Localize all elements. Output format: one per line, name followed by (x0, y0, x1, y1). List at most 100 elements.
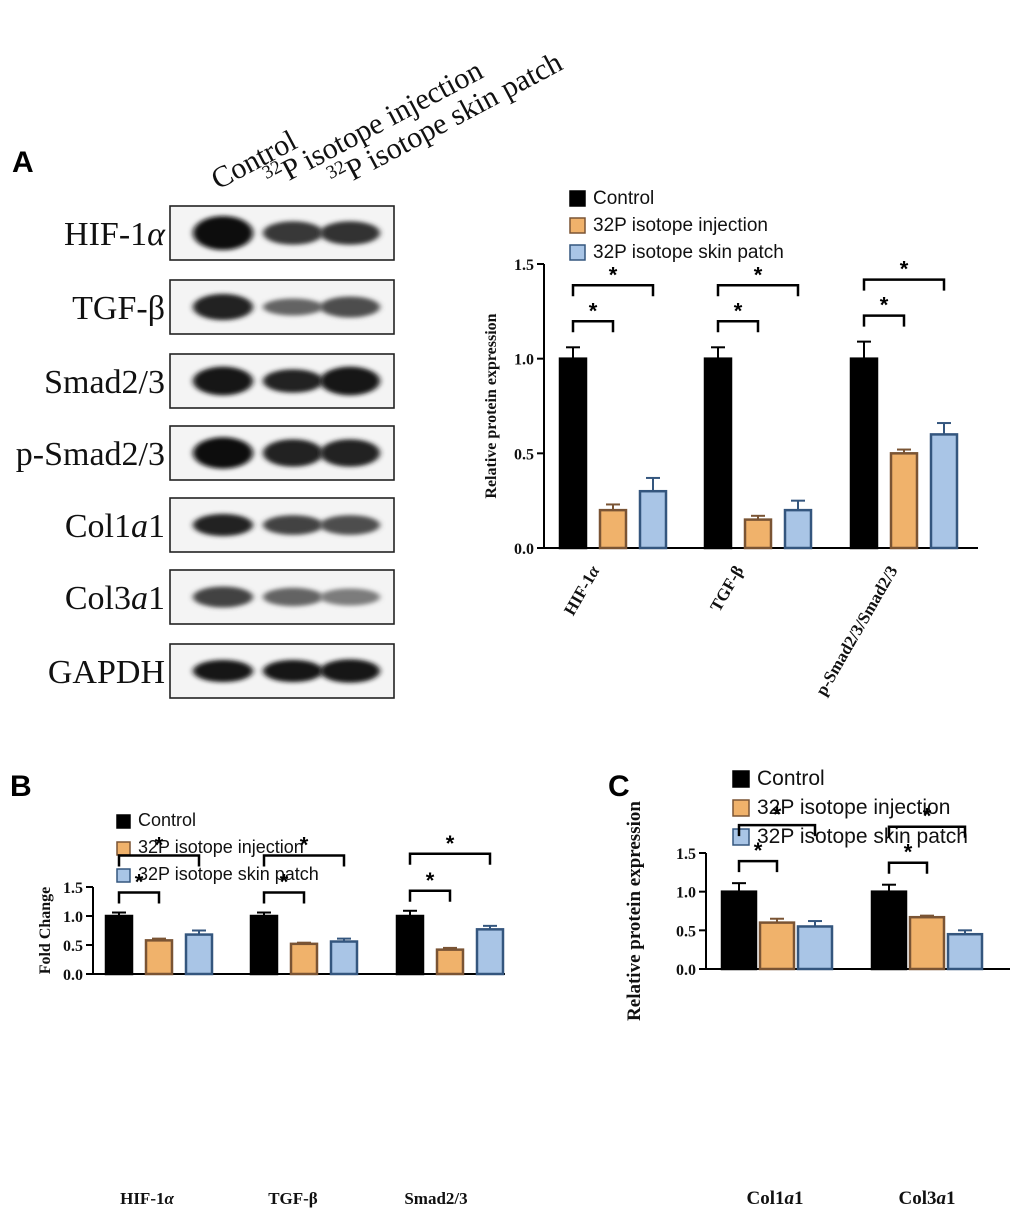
blot-band (320, 366, 380, 396)
significance-star: * (280, 870, 289, 895)
y-axis-title: Relative protein expression (624, 801, 645, 1021)
label-part: 1 (794, 1188, 804, 1209)
blot-row-label: GAPDH (48, 654, 165, 691)
blot-band (193, 216, 253, 250)
legend-label: 32P isotope injection (138, 837, 304, 857)
blot-band (320, 515, 380, 535)
legend-label: 32P isotope injection (757, 796, 950, 819)
bar (638, 489, 668, 550)
significance-star: * (734, 298, 743, 323)
y-tick-label: 0.0 (676, 962, 696, 979)
blot-row: Smad2/3 (44, 353, 395, 409)
significance-bracket (737, 823, 817, 837)
bar (870, 890, 908, 971)
category-group: * * TGF-β (703, 262, 813, 615)
label-italic-part: α (164, 1189, 174, 1208)
label-italic-part: α (147, 216, 166, 253)
bar (720, 890, 758, 971)
category-group: * * Col3a1 (870, 804, 984, 1209)
significance-bracket (408, 852, 492, 865)
label-italic-part: a (131, 508, 148, 545)
significance-star: * (754, 262, 763, 287)
blot-band (320, 588, 380, 606)
category-label: Smad2/3 (404, 1189, 467, 1208)
label-part: HIF-1 (120, 1189, 164, 1208)
significance-star: * (155, 833, 164, 858)
bar (558, 357, 588, 550)
label-part: p-Smad2/3 (16, 436, 165, 473)
blot-band (263, 221, 323, 245)
blot-band (263, 659, 323, 683)
label-part: Smad2/3 (404, 1189, 467, 1208)
category-group: * * TGF-β (249, 833, 359, 1208)
legend-swatch (732, 828, 750, 846)
category-group: * * p-Smad2/3/Smad2/3 (812, 257, 959, 699)
bar (889, 452, 919, 550)
legend-label: 32P isotope skin patch (593, 242, 784, 263)
significance-star: * (609, 262, 618, 287)
panel-c-letter: C (608, 770, 630, 803)
y-tick-label: 1.5 (63, 880, 83, 897)
blot-band (193, 437, 253, 469)
label-part: 1 (946, 1188, 956, 1209)
significance-star: * (880, 293, 889, 318)
bar (703, 357, 733, 550)
category-group: * * HIF-1α (104, 833, 214, 1208)
y-tick-label: 1.5 (514, 257, 534, 274)
legend-swatch (116, 841, 131, 856)
y-tick-label: 0.5 (514, 446, 534, 463)
significance-star: * (426, 868, 435, 893)
blot-band (193, 366, 253, 396)
blot-row-label: Smad2/3 (44, 364, 165, 401)
blot-band (320, 221, 380, 245)
label-part: Col3 (65, 580, 131, 617)
significance-star: * (900, 257, 909, 282)
legend-swatch (732, 799, 750, 817)
significance-bracket (716, 284, 800, 297)
blot-band (193, 293, 253, 321)
blot-band (263, 587, 323, 607)
category-label: HIF-1α (120, 1189, 174, 1208)
blot-band (193, 659, 253, 683)
y-tick-label: 1.0 (514, 352, 534, 369)
significance-star: * (754, 838, 763, 863)
significance-bracket (716, 320, 760, 333)
legend-swatch (569, 244, 586, 261)
significance-star: * (446, 831, 455, 856)
blot-band (263, 369, 323, 393)
y-tick-label: 1.0 (63, 909, 83, 926)
y-tick-label: 0.5 (676, 923, 696, 940)
y-tick-label: 1.0 (676, 885, 696, 902)
chart-c: Control 32P isotope injection 32P isotope … (624, 767, 1010, 1209)
label-part: Col1 (65, 508, 131, 545)
label-part: Col1 (747, 1188, 785, 1209)
label-part: TGF-β (72, 290, 165, 327)
significance-bracket (862, 314, 906, 327)
legend-swatch (116, 814, 131, 829)
blot-band (263, 439, 323, 467)
panel-a-letter: A (12, 146, 34, 179)
y-tick-label: 0.0 (63, 967, 83, 984)
label-part: p-Smad2/3/Smad2/3 (812, 563, 902, 699)
y-axis-title: Fold Change (37, 887, 54, 975)
label-part: GAPDH (48, 654, 165, 691)
significance-bracket (887, 861, 929, 874)
category-label: TGF-β (268, 1189, 318, 1208)
bar (289, 942, 319, 976)
label-part: TGF-β (268, 1189, 318, 1208)
blot-row-label: Col3a1 (65, 580, 165, 617)
bar (598, 508, 628, 550)
significance-star: * (589, 298, 598, 323)
blot-row-label: p-Smad2/3 (16, 436, 165, 473)
significance-bracket (887, 825, 967, 838)
legend-swatch (116, 868, 131, 883)
category-group: * * Smad2/3 (395, 831, 505, 1208)
legend-label: 32P isotope injection (593, 215, 768, 236)
significance-star: * (135, 870, 144, 895)
y-tick-label: 0.0 (514, 541, 534, 558)
bar (249, 914, 279, 976)
label-italic-part: a (131, 580, 148, 617)
bar (743, 518, 773, 550)
significance-star: * (300, 833, 309, 858)
